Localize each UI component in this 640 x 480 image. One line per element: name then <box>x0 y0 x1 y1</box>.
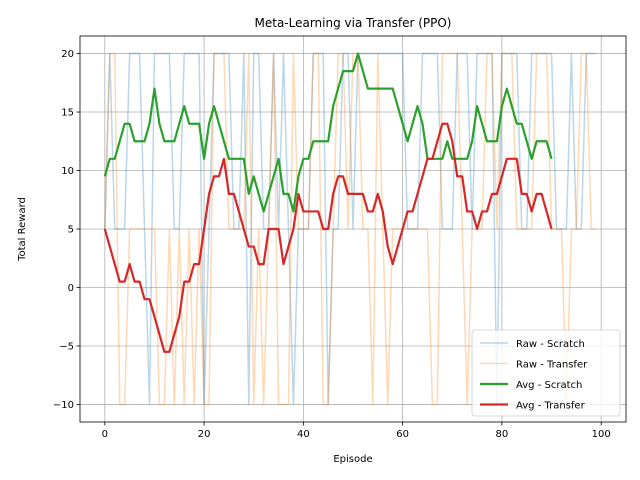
x-axis-ticks: 0 20 40 60 80 100 <box>102 422 611 440</box>
legend-label: Raw - Scratch <box>516 339 585 350</box>
series-line-3 <box>103 122 553 353</box>
legend-label: Avg - Transfer <box>516 401 586 412</box>
x-axis-label: Episode <box>333 454 372 465</box>
x-tick-label: 40 <box>297 429 310 440</box>
y-axis-label: Total Reward <box>17 197 28 262</box>
series-line-1 <box>104 52 597 406</box>
y-tick-label: 5 <box>68 225 74 236</box>
y-tick-label: 15 <box>61 108 74 119</box>
legend-label: Raw - Transfer <box>516 360 588 371</box>
x-tick-label: 60 <box>396 429 409 440</box>
grid-lines <box>80 36 626 422</box>
x-tick-label: 0 <box>102 429 108 440</box>
y-tick-label: 20 <box>61 49 74 60</box>
legend-box <box>471 329 621 417</box>
series-line-0 <box>104 52 597 406</box>
y-tick-label: 10 <box>61 166 74 177</box>
y-axis-ticks: −10 −5 0 5 10 15 20 <box>53 49 80 411</box>
y-tick-label: −10 <box>53 400 74 411</box>
x-tick-label: 100 <box>592 429 611 440</box>
chart-title: Meta-Learning via Transfer (PPO) <box>255 16 452 30</box>
series-line-2 <box>103 52 553 213</box>
legend-label: Avg - Scratch <box>516 380 582 391</box>
legend: Raw - Scratch Raw - Transfer Avg - Scratch… <box>471 329 621 417</box>
y-tick-label: 0 <box>68 283 74 294</box>
x-tick-label: 20 <box>198 429 211 440</box>
x-tick-label: 80 <box>496 429 509 440</box>
y-tick-label: −5 <box>59 341 74 352</box>
series-layer <box>103 52 597 406</box>
